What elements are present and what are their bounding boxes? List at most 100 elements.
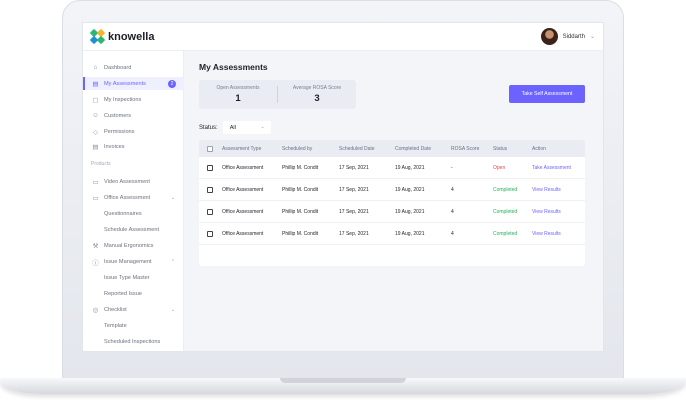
chevron-up-icon: ⌃: [170, 258, 175, 265]
main-content: My Assessments Open Assessments 1 Averag…: [184, 51, 603, 351]
sidebar-item-label: Questionnaires: [104, 210, 142, 217]
view-results-link[interactable]: View Results: [532, 230, 561, 237]
take-self-assessment-button[interactable]: Take Self Assessment: [509, 85, 585, 103]
office-icon: ▭: [92, 194, 99, 202]
column-header[interactable]: Scheduled by: [282, 145, 313, 152]
sidebar-item-label: Template: [104, 322, 127, 329]
cell-scheduled-date: 17 Sep, 2021: [339, 230, 369, 237]
cell-rosa-score: -: [451, 164, 453, 171]
sidebar-item-questionnaires[interactable]: Questionnaires: [83, 207, 184, 220]
cell-assessment-type: Office Assessment: [222, 208, 264, 215]
column-header[interactable]: Completed Date: [395, 145, 432, 152]
cell-status: Completed: [493, 208, 518, 215]
table-row[interactable]: Office Assessment Phillip M. Condit 17 S…: [199, 201, 585, 223]
cell-completed-date: 19 Aug, 2021: [395, 164, 425, 171]
cell-scheduled-date: 17 Sep, 2021: [339, 208, 369, 215]
sidebar-item-label: My Inspections: [104, 96, 142, 103]
view-results-link[interactable]: View Results: [532, 186, 561, 193]
sidebar-item-label: Permissions: [104, 128, 135, 135]
cell-assessment-type: Office Assessment: [222, 230, 264, 237]
sidebar-item-video-assessment[interactable]: ▭ Video Assessment: [83, 175, 184, 188]
cell-completed-date: 19 Aug, 2021: [395, 186, 425, 193]
column-header[interactable]: Action: [532, 145, 546, 152]
row-checkbox[interactable]: [207, 157, 213, 178]
stat-value: 1: [235, 93, 241, 104]
stat-label: Average ROSA Score: [292, 85, 342, 91]
top-bar: knowella Siddarth ⌄: [83, 23, 603, 51]
sidebar-item-label: Invoices: [104, 143, 125, 150]
sidebar-item-dashboard[interactable]: ⌂ Dashboard: [83, 61, 184, 74]
cell-scheduled-by: Phillip M. Condit: [282, 208, 319, 215]
sidebar-item-customers[interactable]: ☺ Customers: [83, 109, 184, 122]
row-checkbox[interactable]: [207, 223, 213, 244]
view-results-link[interactable]: View Results: [532, 208, 561, 215]
sidebar-item-my-assessments[interactable]: ▤ My Assessments 2: [83, 77, 184, 90]
sidebar-item-manual-ergonomics[interactable]: ⚒ Manual Ergonomics: [83, 239, 184, 252]
video-icon: ▭: [92, 178, 99, 186]
sidebar-item-label: Issue Management: [104, 258, 152, 265]
column-header[interactable]: Assessment Type: [222, 145, 262, 152]
sidebar-item-issue-type-master[interactable]: Issue Type Master: [83, 271, 184, 284]
sidebar-item-checklist[interactable]: ◎ Checklist ⌄: [83, 303, 184, 316]
column-header[interactable]: ROSA Score: [451, 145, 480, 152]
sidebar-item-invoices[interactable]: ▤ Invoices: [83, 140, 184, 153]
sidebar-item-label: My Assessments: [104, 80, 146, 87]
select-all-checkbox[interactable]: [207, 140, 213, 157]
column-header[interactable]: Status: [493, 145, 508, 152]
status-select[interactable]: All ⌄: [222, 121, 271, 134]
laptop-base: [0, 378, 686, 394]
shield-icon: ◇: [93, 128, 98, 136]
sidebar-item-label: Checklist: [104, 306, 127, 313]
cell-status: Completed: [493, 186, 518, 193]
sidebar-item-reported-issue[interactable]: Reported Issue: [83, 287, 184, 300]
page-title: My Assessments: [199, 62, 268, 72]
knowella-logo-icon: [89, 28, 106, 45]
cell-rosa-score: 4: [451, 230, 454, 237]
sidebar-item-label: Customers: [104, 112, 132, 119]
brand-logo[interactable]: knowella: [89, 28, 155, 45]
cell-rosa-score: 4: [451, 208, 454, 215]
cell-scheduled-by: Phillip M. Condit: [282, 230, 319, 237]
table-row[interactable]: Office Assessment Phillip M. Condit 17 S…: [199, 179, 585, 201]
cell-scheduled-date: 17 Sep, 2021: [339, 186, 369, 193]
table-row[interactable]: Office Assessment Phillip M. Condit 17 S…: [199, 223, 585, 245]
sidebar-item-label: Manual Ergonomics: [104, 242, 154, 249]
take-assessment-link[interactable]: Take Assessment: [532, 164, 571, 171]
brand-name: knowella: [108, 30, 155, 43]
table-header: Assessment Type Scheduled by Scheduled D…: [199, 140, 585, 157]
sidebar-item-issue-management[interactable]: ⓘ Issue Management ⌃: [83, 255, 184, 268]
count-badge: 2: [168, 79, 176, 88]
sidebar-item-label: Schedule Assessment: [104, 226, 160, 233]
alert-icon: ⓘ: [92, 259, 99, 267]
cell-scheduled-by: Phillip M. Condit: [282, 186, 319, 193]
stat-label: Open Assessments: [216, 85, 260, 91]
stat-divider: [277, 86, 278, 103]
row-checkbox[interactable]: [207, 201, 213, 222]
cell-status: Open: [493, 164, 506, 171]
chevron-down-icon: ⌄: [170, 306, 175, 313]
chevron-down-icon: ⌄: [170, 194, 175, 201]
sidebar-item-schedule-assessment[interactable]: Schedule Assessment: [83, 223, 184, 236]
sidebar-item-scheduled-inspections[interactable]: Scheduled Inspections: [83, 335, 184, 348]
avatar: [540, 28, 558, 45]
sidebar-item-label: Dashboard: [104, 64, 132, 71]
sidebar-item-office-assessment[interactable]: ▭ Office Assessment ⌄: [83, 191, 184, 204]
sidebar-item-label: Office Assessment: [104, 194, 151, 201]
row-checkbox[interactable]: [207, 179, 213, 200]
sidebar-item-label: Issue Type Master: [104, 274, 150, 281]
app-screen: knowella Siddarth ⌄ ⌂ Dashboard ▤ My Ass…: [82, 22, 604, 352]
wrench-icon: ⚒: [92, 242, 99, 250]
cell-assessment-type: Office Assessment: [222, 164, 264, 171]
table-row[interactable]: Office Assessment Phillip M. Condit 17 S…: [199, 157, 585, 179]
cell-completed-date: 19 Aug, 2021: [395, 230, 425, 237]
cell-assessment-type: Office Assessment: [222, 186, 264, 193]
sidebar-item-template[interactable]: Template: [83, 319, 184, 332]
invoice-icon: ▤: [92, 143, 99, 151]
column-header[interactable]: Scheduled Date: [339, 145, 375, 152]
users-icon: ☺: [92, 112, 99, 119]
sidebar-item-my-inspections[interactable]: ▢ My Inspections: [83, 93, 184, 106]
user-menu[interactable]: Siddarth ⌄: [540, 28, 595, 45]
sidebar-item-permissions[interactable]: ◇ Permissions: [83, 125, 184, 138]
assessments-table: Assessment Type Scheduled by Scheduled D…: [199, 140, 585, 266]
